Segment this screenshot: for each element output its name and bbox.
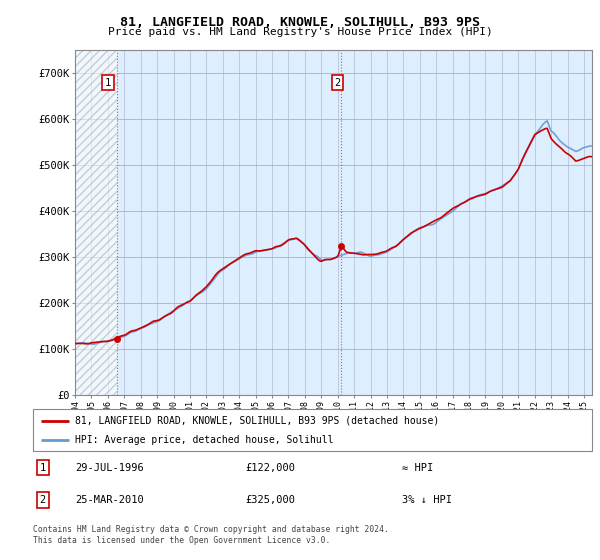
Text: 2: 2: [40, 495, 46, 505]
Bar: [75, 50, 117, 395]
Text: HPI: Average price, detached house, Solihull: HPI: Average price, detached house, Soli…: [75, 435, 334, 445]
Bar: [75, 50, 117, 395]
Text: ≈ HPI: ≈ HPI: [402, 463, 433, 473]
Text: 81, LANGFIELD ROAD, KNOWLE, SOLIHULL, B93 9PS: 81, LANGFIELD ROAD, KNOWLE, SOLIHULL, B9…: [120, 16, 480, 29]
FancyBboxPatch shape: [33, 409, 592, 451]
Text: This data is licensed under the Open Government Licence v3.0.: This data is licensed under the Open Gov…: [33, 536, 331, 545]
Text: £325,000: £325,000: [245, 495, 295, 505]
Text: 25-MAR-2010: 25-MAR-2010: [75, 495, 143, 505]
Text: 1: 1: [105, 77, 111, 87]
Text: £122,000: £122,000: [245, 463, 295, 473]
Text: Price paid vs. HM Land Registry's House Price Index (HPI): Price paid vs. HM Land Registry's House …: [107, 27, 493, 37]
Text: 3% ↓ HPI: 3% ↓ HPI: [402, 495, 452, 505]
Text: 2: 2: [335, 77, 341, 87]
Text: Contains HM Land Registry data © Crown copyright and database right 2024.: Contains HM Land Registry data © Crown c…: [33, 525, 389, 534]
Text: 29-JUL-1996: 29-JUL-1996: [75, 463, 143, 473]
Text: 1: 1: [40, 463, 46, 473]
Text: 81, LANGFIELD ROAD, KNOWLE, SOLIHULL, B93 9PS (detached house): 81, LANGFIELD ROAD, KNOWLE, SOLIHULL, B9…: [75, 416, 439, 426]
